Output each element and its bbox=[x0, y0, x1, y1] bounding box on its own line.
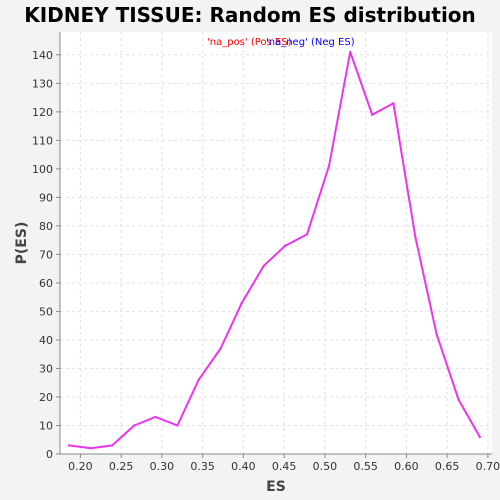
data-point bbox=[370, 113, 374, 116]
legend-item-na-neg: 'na_neg' (Neg ES) bbox=[266, 37, 355, 48]
data-point bbox=[414, 236, 417, 239]
x-tick-label: 0.65 bbox=[435, 460, 460, 473]
data-point bbox=[67, 444, 71, 447]
data-point bbox=[219, 347, 222, 350]
data-point bbox=[154, 415, 157, 419]
data-point bbox=[327, 164, 331, 168]
y-tick-label: 60 bbox=[39, 277, 53, 290]
x-tick-label: 0.45 bbox=[272, 460, 297, 473]
y-tick-label: 40 bbox=[39, 334, 53, 347]
legend-item-na-pos: 'na_pos' (Pos ES) bbox=[207, 37, 292, 48]
x-tick-label: 0.55 bbox=[353, 460, 378, 473]
data-point bbox=[348, 50, 352, 54]
y-tick-label: 90 bbox=[39, 191, 53, 204]
data-point bbox=[283, 244, 287, 248]
y-tick-label: 140 bbox=[32, 49, 53, 62]
x-tick-label: 0.40 bbox=[231, 460, 256, 473]
y-tick-label: 100 bbox=[32, 163, 53, 176]
data-point bbox=[176, 424, 179, 427]
y-tick-label: 70 bbox=[39, 248, 53, 261]
plot-area bbox=[60, 32, 492, 454]
legend: 'na_pos' (Pos ES) 'na_neg' (Neg ES) bbox=[207, 37, 355, 48]
y-axis-title: P(ES) bbox=[14, 222, 30, 265]
data-point bbox=[240, 301, 243, 305]
series-layer bbox=[67, 50, 481, 450]
y-tick-label: 50 bbox=[39, 305, 53, 318]
x-tick-label: 0.25 bbox=[109, 460, 134, 473]
data-point bbox=[132, 424, 136, 427]
x-tick-label: 0.30 bbox=[150, 460, 175, 473]
data-point bbox=[457, 398, 460, 402]
data-point bbox=[478, 435, 481, 439]
x-axis-title: ES bbox=[266, 479, 286, 495]
y-tick-label: 0 bbox=[46, 448, 53, 461]
y-tick-label: 110 bbox=[32, 134, 53, 147]
y-tick-label: 80 bbox=[39, 220, 53, 233]
x-tick-label: 0.35 bbox=[190, 460, 215, 473]
axes: 0 10 20 30 40 50 60 70 80 90 100 110 120 130 140 0.20 0.… bbox=[32, 32, 500, 473]
data-point bbox=[262, 264, 265, 268]
x-tick-label: 0.70 bbox=[476, 460, 500, 473]
x-tick-label: 0.60 bbox=[394, 460, 419, 473]
data-point bbox=[305, 233, 309, 236]
data-point bbox=[435, 333, 438, 336]
grid bbox=[60, 32, 492, 455]
series-line bbox=[68, 51, 481, 450]
y-tick-label: 20 bbox=[39, 391, 53, 404]
y-tick-label: 120 bbox=[32, 106, 53, 119]
data-point bbox=[89, 447, 93, 450]
data-point bbox=[110, 444, 114, 447]
x-tick-label: 0.50 bbox=[313, 460, 338, 473]
chart-title: KIDNEY TISSUE: Random ES distribution bbox=[24, 3, 476, 27]
y-tick-label: 130 bbox=[32, 77, 53, 90]
data-point bbox=[392, 102, 395, 105]
y-tick-label: 10 bbox=[39, 419, 53, 432]
data-point bbox=[197, 378, 200, 382]
x-tick-label: 0.20 bbox=[68, 460, 93, 473]
y-tick-label: 30 bbox=[39, 362, 53, 375]
